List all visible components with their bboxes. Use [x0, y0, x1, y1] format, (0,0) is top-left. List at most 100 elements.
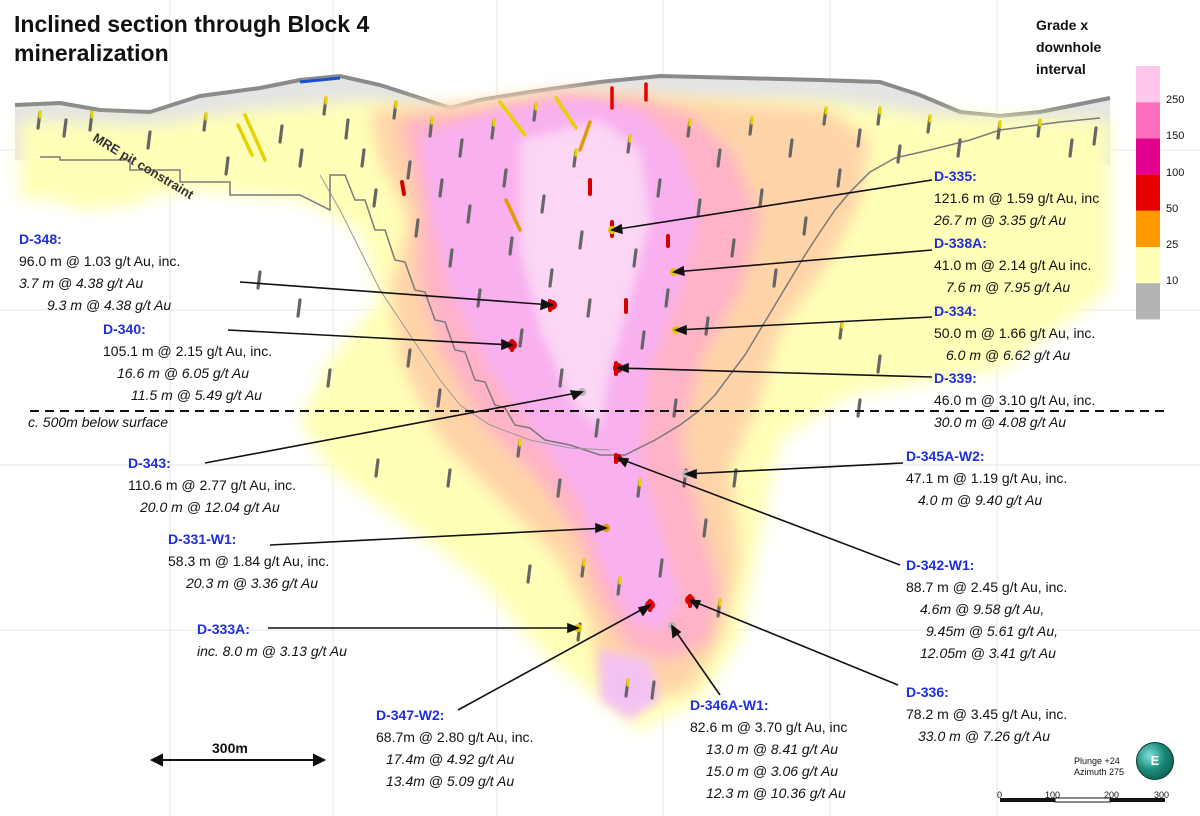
legend-swatch — [1136, 102, 1160, 139]
hole-intercept: 96.0 m @ 1.03 g/t Au, inc. — [19, 253, 181, 269]
hole-sub-intercept: 20.3 m @ 3.36 g/t Au — [186, 575, 318, 591]
legend-color-ramp — [1136, 66, 1160, 320]
hole-callout: D-342-W1: 88.7 m @ 2.45 g/t Au, inc. 4.6m … — [906, 554, 1067, 664]
hole-intercept: 47.1 m @ 1.19 g/t Au, inc. — [906, 470, 1068, 486]
drill-hole-tips — [38, 96, 1042, 687]
hole-id: D-343: — [128, 455, 171, 471]
hole-id: D-336: — [906, 684, 949, 700]
hole-intercept: 46.0 m @ 3.10 g/t Au, inc. — [934, 392, 1096, 408]
hole-callout: D-343: 110.6 m @ 2.77 g/t Au, inc. 20.0 m … — [128, 452, 296, 518]
hole-intercept: 105.1 m @ 2.15 g/t Au, inc. — [103, 343, 273, 359]
scale-arrow-label: 300m — [212, 740, 248, 756]
hole-sub-intercept: 20.0 m @ 12.04 g/t Au — [140, 499, 280, 515]
legend-swatch — [1136, 138, 1160, 175]
hole-id: D-340: — [103, 321, 146, 337]
hole-sub-intercept: 12.3 m @ 10.36 g/t Au — [706, 785, 846, 801]
hole-callout: D-335: 121.6 m @ 1.59 g/t Au, inc 26.7 m @… — [934, 165, 1099, 231]
hole-sub-intercept: 33.0 m @ 7.26 g/t Au — [918, 728, 1050, 744]
shell-250 — [520, 120, 650, 430]
hole-id: D-346A-W1: — [690, 697, 769, 713]
shell-deep — [600, 650, 660, 720]
legend-swatch — [1136, 174, 1160, 211]
hole-id: D-339: — [934, 370, 977, 386]
scale-tick-300: 300 — [1154, 790, 1170, 800]
hole-intercept: 82.6 m @ 3.70 g/t Au, inc — [690, 719, 848, 735]
hole-callout: D-340: 105.1 m @ 2.15 g/t Au, inc. 16.6 m … — [103, 318, 272, 406]
hole-id: D-345A-W2: — [906, 448, 985, 464]
hole-id: D-338A: — [934, 235, 987, 251]
hole-sub-intercept: 16.6 m @ 6.05 g/t Au — [117, 365, 249, 381]
hole-callout: D-339: 46.0 m @ 3.10 g/t Au, inc. 30.0 m @… — [934, 367, 1095, 433]
legend-class-label: 10 — [1166, 275, 1179, 288]
surface-hole-segments — [236, 82, 648, 232]
hole-intercept: 41.0 m @ 2.14 g/t Au inc. — [934, 257, 1092, 273]
hole-callout: D-347-W2: 68.7m @ 2.80 g/t Au, inc. 17.4m … — [376, 704, 533, 792]
scale-bar — [1000, 797, 1165, 803]
legend-swatch — [1136, 66, 1160, 103]
azimuth-text: Azimuth 275 — [1074, 767, 1125, 777]
hole-sub-intercept: 15.0 m @ 3.06 g/t Au — [706, 763, 838, 779]
hole-intercept: 68.7m @ 2.80 g/t Au, inc. — [376, 729, 534, 745]
hole-sub-intercept: 30.0 m @ 4.08 g/t Au — [934, 414, 1066, 430]
drill-hole-traces — [36, 96, 1098, 700]
legend-swatch — [1136, 247, 1160, 284]
legend-class-label: 50 — [1166, 202, 1179, 215]
legend-class-label: 150 — [1166, 130, 1185, 143]
hole-sub-intercept: 9.45m @ 5.61 g/t Au, — [926, 623, 1058, 639]
hole-callout: D-334: 50.0 m @ 1.66 g/t Au, inc. 6.0 m @ … — [934, 300, 1095, 366]
legend-class-label: 250 — [1166, 94, 1185, 107]
hole-id: D-335: — [934, 168, 977, 184]
hole-intercept: 121.6 m @ 1.59 g/t Au, inc — [934, 190, 1100, 206]
hole-callout: D-333A: inc. 8.0 m @ 3.13 g/t Au — [197, 618, 347, 662]
hole-intercept: 78.2 m @ 3.45 g/t Au, inc. — [906, 706, 1068, 722]
hole-intercept: inc. 8.0 m @ 3.13 g/t Au — [197, 643, 347, 659]
hole-id: D-347-W2: — [376, 707, 445, 723]
hole-callout: D-345A-W2: 47.1 m @ 1.19 g/t Au, inc. 4.0 … — [906, 445, 1067, 511]
hole-intercept: 88.7 m @ 2.45 g/t Au, inc. — [906, 579, 1068, 595]
callout-arrows — [204, 179, 933, 711]
hole-id: D-334: — [934, 303, 977, 319]
hole-sub-intercept: 9.3 m @ 4.38 g/t Au — [47, 297, 172, 313]
grade-shells — [20, 92, 1110, 730]
legend-title: Grade x downhole interval — [1036, 17, 1102, 77]
plunge-text: Plunge +24 — [1074, 756, 1120, 766]
hole-sub-intercept: 6.0 m @ 6.62 g/t Au — [946, 347, 1071, 363]
hole-callout: D-346A-W1: 82.6 m @ 3.70 g/t Au, inc 13.0 … — [690, 694, 847, 804]
scale-tick-0: 0 — [997, 790, 1003, 800]
orientation-label: Plunge +24 Azimuth 275 — [1074, 756, 1124, 778]
hole-intercept: 50.0 m @ 1.66 g/t Au, inc. — [934, 325, 1096, 341]
scale-tick-200: 200 — [1104, 790, 1120, 800]
hole-callout: D-338A: 41.0 m @ 2.14 g/t Au inc. 7.6 m @ … — [934, 232, 1091, 298]
pit-inner-line — [319, 174, 611, 451]
hole-id: D-331-W1: — [168, 531, 237, 547]
pond-marker — [299, 76, 341, 84]
legend-swatch — [1136, 283, 1160, 320]
scale-tick-100: 100 — [1045, 790, 1061, 800]
topography-line — [14, 73, 1111, 119]
hole-sub-intercept: 11.5 m @ 5.49 g/t Au — [131, 387, 262, 403]
hole-callout: D-336: 78.2 m @ 3.45 g/t Au, inc. 33.0 m @… — [906, 681, 1067, 747]
hole-sub-intercept: 26.7 m @ 3.35 g/t Au — [934, 212, 1066, 228]
hole-callout: D-348: 96.0 m @ 1.03 g/t Au, inc. 3.7 m @ … — [19, 228, 180, 316]
pit-constraint-line — [40, 117, 1101, 456]
hole-sub-intercept: 7.6 m @ 7.95 g/t Au — [946, 279, 1071, 295]
compass-globe-icon: E — [1136, 742, 1174, 780]
legend-swatch — [1136, 210, 1160, 247]
figure-title: Inclined section through Block 4 mineral… — [14, 11, 370, 66]
scale-arrow-300m — [149, 753, 327, 767]
hole-id: D-342-W1: — [906, 557, 975, 573]
hole-id: D-333A: — [197, 621, 250, 637]
hole-intercept: 110.6 m @ 2.77 g/t Au, inc. — [128, 477, 297, 493]
hole-sub-intercept: 13.0 m @ 8.41 g/t Au — [706, 741, 838, 757]
hole-callout: D-331-W1: 58.3 m @ 1.84 g/t Au, inc. 20.3 … — [168, 528, 329, 594]
depth-label: c. 500m below surface — [28, 414, 169, 430]
legend-class-label: 100 — [1166, 166, 1185, 179]
hole-sub-intercept: 12.05m @ 3.41 g/t Au — [920, 645, 1056, 661]
legend-class-label: 25 — [1166, 239, 1179, 251]
hole-id: D-348: — [19, 231, 62, 247]
hole-sub-intercept: 13.4m @ 5.09 g/t Au — [386, 773, 515, 789]
hole-sub-intercept: 4.6m @ 9.58 g/t Au, — [920, 601, 1045, 617]
hole-sub-intercept: 4.0 m @ 9.40 g/t Au — [918, 492, 1043, 508]
hole-sub-intercept: 3.7 m @ 4.38 g/t Au — [19, 275, 144, 291]
